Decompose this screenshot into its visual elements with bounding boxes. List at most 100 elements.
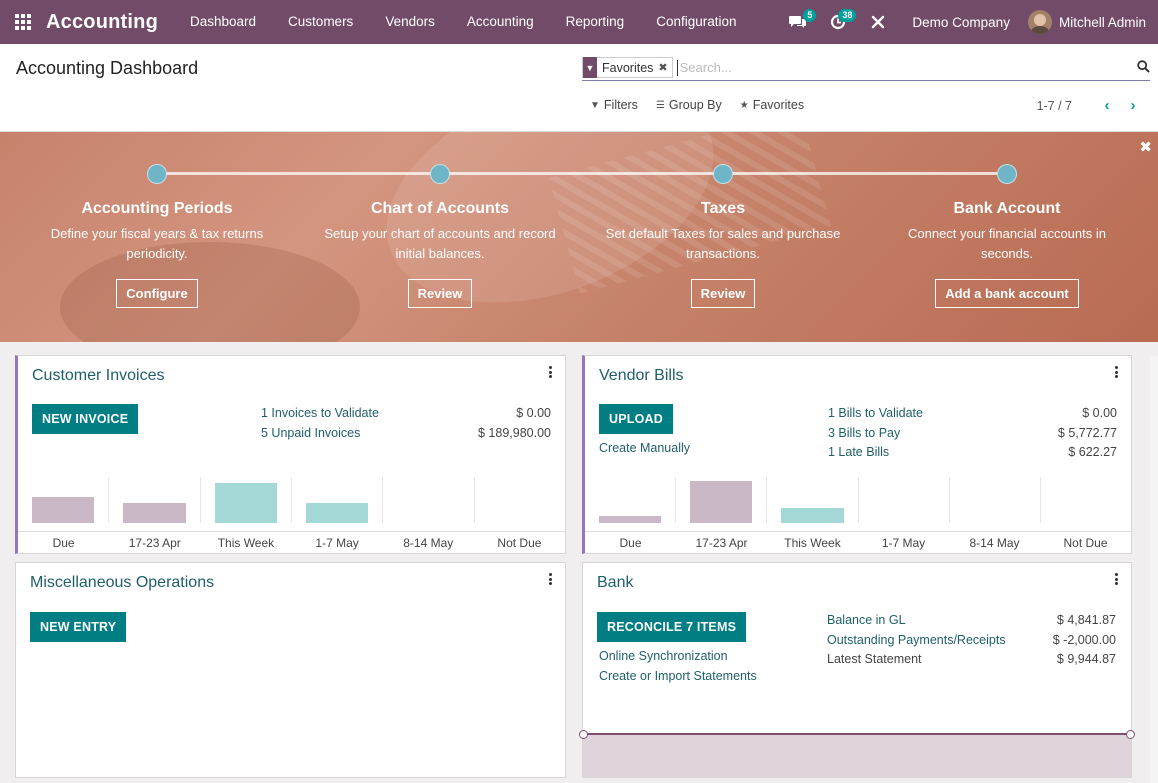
reconcile-button[interactable]: RECONCILE 7 ITEMS: [597, 612, 747, 642]
user-menu[interactable]: Mitchell Admin: [1027, 10, 1158, 34]
import-statements-link[interactable]: Create or Import Statements: [599, 668, 757, 683]
page-title: Accounting Dashboard: [16, 58, 199, 78]
chart-bar[interactable]: [123, 503, 186, 523]
chart-label: 8-14 May: [969, 536, 1020, 550]
close-banner-icon[interactable]: ✖: [1139, 139, 1152, 156]
chart-label: Due: [52, 536, 75, 550]
step-dot: [430, 164, 450, 184]
misc-operations-card: Miscellaneous Operations NEW ENTRY: [15, 562, 566, 778]
review-chart-button[interactable]: Review: [407, 279, 473, 308]
card-title[interactable]: Bank: [597, 574, 634, 591]
chart-labels: Due 17-23 Apr This Week 1-7 May 8-14 May…: [18, 531, 565, 553]
step-chart-of-accounts: Chart of Accounts Setup your chart of ac…: [320, 164, 560, 308]
create-manually-link[interactable]: Create Manually: [599, 441, 691, 455]
card-title[interactable]: Vendor Bills: [599, 367, 684, 384]
chart-column: [767, 477, 859, 523]
groupby-label: Group By: [668, 98, 722, 112]
page-scrollbar[interactable]: [1150, 356, 1158, 783]
step-taxes: Taxes Set default Taxes for sales and pu…: [603, 164, 843, 308]
search-box: ▼ Favorites ✖: [582, 55, 1150, 81]
favorites-dropdown[interactable]: ★ Favorites: [740, 98, 804, 112]
company-switcher[interactable]: Demo Company: [912, 14, 1010, 30]
chart-bar[interactable]: [305, 503, 369, 523]
kebab-menu-icon[interactable]: [1113, 573, 1119, 587]
invoice-stats: 1 Invoices to Validate $ 0.00 5 Unpaid In…: [261, 404, 551, 443]
chart-label: 17-23 Apr: [128, 536, 181, 550]
debug-tools-systray[interactable]: [858, 0, 898, 44]
kebab-menu-icon[interactable]: [1113, 366, 1119, 380]
search-icon[interactable]: [1130, 59, 1150, 76]
search-input[interactable]: [676, 59, 1130, 76]
tools-icon: [872, 15, 885, 29]
chart-column: [475, 477, 565, 523]
menu-vendors[interactable]: Vendors: [385, 14, 435, 29]
app-brand[interactable]: Accounting: [46, 10, 158, 33]
chart-bar[interactable]: [32, 497, 95, 523]
bill-stats: 1 Bills to Validate $ 0.00 3 Bills to Pay…: [828, 404, 1117, 463]
invoices-to-validate-link[interactable]: 1 Invoices to Validate: [261, 406, 379, 420]
remove-facet-icon[interactable]: ✖: [658, 62, 668, 74]
customer-invoices-card: Customer Invoices NEW INVOICE 1 Invoices…: [15, 355, 566, 554]
chart-columns: [18, 477, 565, 523]
stat-value: $ 622.27: [1068, 445, 1117, 459]
chart-bar[interactable]: [781, 508, 844, 523]
activities-systray[interactable]: 38: [818, 0, 858, 44]
review-taxes-button[interactable]: Review: [690, 279, 756, 308]
messages-systray[interactable]: 5: [778, 0, 818, 44]
pager: 1-7 / 7 ‹ ›: [1037, 97, 1142, 114]
chart-bar[interactable]: [690, 481, 753, 523]
filters-dropdown[interactable]: ▼ Filters: [590, 98, 638, 112]
filters-label: Filters: [603, 98, 638, 112]
menu-customers[interactable]: Customers: [288, 14, 354, 29]
chart-column: [292, 477, 384, 523]
invoices-aging-chart: Due 17-23 Apr This Week 1-7 May 8-14 May…: [18, 477, 565, 553]
chart-label: 1-7 May: [881, 536, 926, 550]
latest-statement-label: Latest Statement: [827, 652, 922, 666]
chart-label: Not Due: [1063, 536, 1108, 550]
new-entry-button[interactable]: NEW ENTRY: [30, 612, 127, 642]
stat-row: 1 Bills to Validate $ 0.00: [828, 404, 1117, 424]
pager-value[interactable]: 1-7 / 7: [1036, 98, 1072, 113]
main-menu: Dashboard Customers Vendors Accounting R…: [174, 0, 753, 44]
chart-bar[interactable]: [599, 516, 662, 523]
step-title: Bank Account: [953, 200, 1061, 217]
online-sync-link[interactable]: Online Synchronization: [599, 649, 728, 663]
vendor-bills-card: Vendor Bills UPLOAD Create Manually 1 Bi…: [582, 355, 1132, 554]
step-accounting-periods: Accounting Periods Define your fiscal ye…: [37, 164, 277, 308]
bills-to-pay-link[interactable]: 3 Bills to Pay: [828, 425, 901, 440]
groupby-dropdown[interactable]: ☰ Group By: [656, 98, 722, 112]
menu-accounting[interactable]: Accounting: [466, 14, 534, 29]
step-title: Accounting Periods: [81, 200, 233, 217]
step-dot: [997, 164, 1017, 184]
late-bills-link[interactable]: 1 Late Bills: [828, 445, 890, 459]
add-bank-account-button[interactable]: Add a bank account: [935, 279, 1079, 308]
upload-button[interactable]: UPLOAD: [599, 404, 673, 434]
new-invoice-button[interactable]: NEW INVOICE: [32, 404, 139, 434]
bills-to-validate-link[interactable]: 1 Bills to Validate: [828, 406, 923, 420]
bars-icon: ☰: [655, 99, 665, 111]
outstanding-payments-link[interactable]: Outstanding Payments/Receipts: [827, 632, 1006, 647]
stat-value: $ 4,841.87: [1056, 613, 1116, 627]
chart-label: This Week: [784, 536, 841, 550]
step-title: Taxes: [700, 200, 746, 217]
configure-button[interactable]: Configure: [116, 279, 198, 308]
search-facet: ▼ Favorites ✖: [582, 57, 673, 78]
chart-bar[interactable]: [214, 483, 277, 523]
balance-gl-link[interactable]: Balance in GL: [827, 613, 906, 627]
stat-row: 5 Unpaid Invoices $ 189,980.00: [261, 424, 551, 444]
pager-next-icon[interactable]: ›: [1130, 97, 1136, 114]
stat-value: $ 189,980.00: [478, 425, 551, 440]
card-title[interactable]: Miscellaneous Operations: [30, 574, 215, 591]
menu-reporting[interactable]: Reporting: [565, 14, 625, 29]
kebab-menu-icon[interactable]: [547, 366, 553, 380]
menu-configuration[interactable]: Configuration: [656, 14, 737, 29]
step-description: Connect your financial accounts in secon…: [907, 226, 1106, 261]
pager-previous-icon[interactable]: ‹: [1104, 97, 1110, 114]
kebab-menu-icon[interactable]: [547, 573, 553, 587]
card-title[interactable]: Customer Invoices: [32, 367, 165, 384]
chart-column: [1041, 477, 1131, 523]
unpaid-invoices-link[interactable]: 5 Unpaid Invoices: [261, 425, 361, 440]
stat-value: $ 0.00: [1082, 406, 1117, 420]
apps-menu-icon[interactable]: [0, 0, 46, 44]
menu-dashboard[interactable]: Dashboard: [190, 14, 257, 29]
